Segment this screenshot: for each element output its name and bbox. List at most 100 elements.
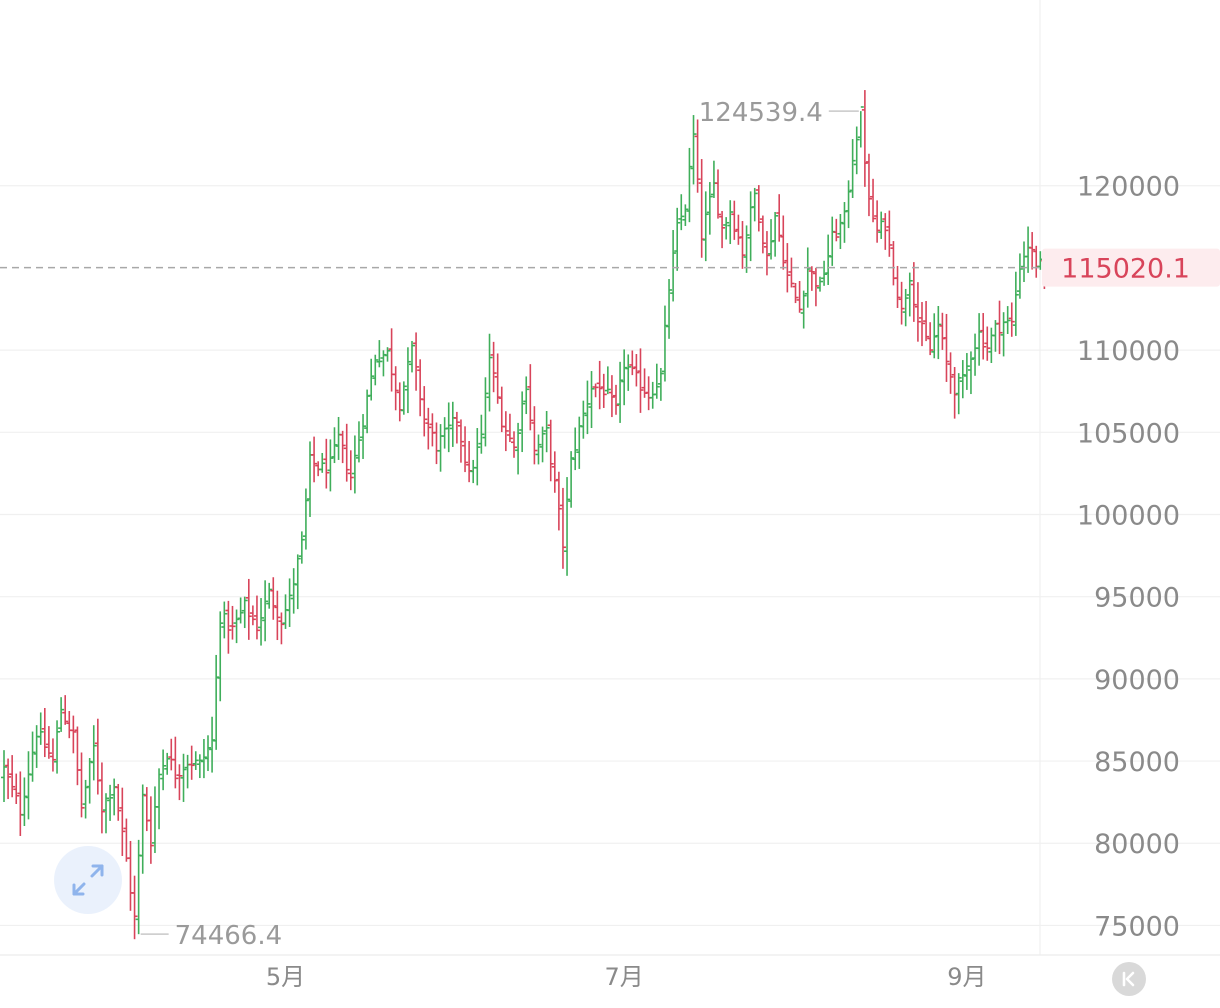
ohlc-bar xyxy=(923,301,930,342)
ohlc-bar xyxy=(311,436,318,483)
ohlc-bar xyxy=(519,391,526,453)
ohlc-bar xyxy=(694,119,701,193)
ohlc-bar xyxy=(98,762,105,834)
ohlc-bar xyxy=(613,384,619,415)
ohlc-bar xyxy=(719,211,726,249)
ohlc-bar xyxy=(1021,241,1027,283)
ohlc-bar xyxy=(368,358,375,401)
ohlc-bar xyxy=(54,720,61,774)
ohlc-bar xyxy=(784,243,791,293)
ohlc-bar xyxy=(413,332,420,391)
ohlc-bar xyxy=(702,191,709,262)
ohlc-bar xyxy=(747,191,754,262)
ohlc-bar xyxy=(74,726,81,786)
ohlc-bar xyxy=(274,590,281,641)
ohlc-bar xyxy=(731,200,738,240)
ohlc-bar xyxy=(992,320,999,352)
ohlc-bar xyxy=(233,609,240,644)
ohlc-bar xyxy=(433,422,440,465)
ohlc-bar xyxy=(555,471,562,531)
ohlc-bar xyxy=(196,754,203,779)
ohlc-bar xyxy=(298,531,305,564)
ohlc-bar xyxy=(511,431,517,458)
ohlc-bar xyxy=(800,290,807,329)
ohlc-bar xyxy=(164,752,171,775)
ohlc-bar xyxy=(564,477,571,576)
extreme-labels: 124539.4 74466.4 xyxy=(140,98,859,951)
ohlc-bar xyxy=(857,106,864,148)
ohlc-bar xyxy=(409,340,415,373)
ohlc-bar xyxy=(604,366,611,395)
ohlc-bar xyxy=(221,601,228,639)
ohlc-bar xyxy=(584,380,591,435)
ohlc-bar xyxy=(1004,306,1011,335)
y-tick-label: 110000 xyxy=(1077,336,1180,367)
ohlc-bar xyxy=(698,159,705,258)
ohlc-bar xyxy=(845,180,852,229)
ohlc-bar xyxy=(776,194,783,242)
ohlc-bar xyxy=(425,407,432,450)
ohlc-bar xyxy=(506,413,513,443)
ohlc-bar xyxy=(249,605,256,626)
y-tick-label: 100000 xyxy=(1077,500,1180,531)
ohlc-bar xyxy=(959,360,966,399)
ohlc-bar xyxy=(588,371,595,429)
ohlc-bar xyxy=(17,771,24,836)
ohlc-bar xyxy=(943,313,950,382)
ohlc-bar xyxy=(825,234,832,285)
ohlc-bar xyxy=(58,697,65,732)
ohlc-bar xyxy=(490,341,497,393)
ohlc-bar xyxy=(184,754,191,789)
ohlc-bar xyxy=(1029,232,1036,270)
ohlc-bar xyxy=(78,752,85,818)
y-tick-label: 90000 xyxy=(1094,665,1180,696)
current-price-layer: 115020.1 xyxy=(0,248,1220,287)
ohlc-bar xyxy=(478,414,485,454)
ohlc-bar xyxy=(633,354,640,387)
ohlc-bar xyxy=(817,276,823,292)
ohlc-bar xyxy=(245,578,252,640)
ohlc-bar xyxy=(307,441,313,517)
ohlc-bar xyxy=(861,90,868,187)
y-tick-label: 75000 xyxy=(1094,911,1180,942)
ohlc-bars xyxy=(1,90,1048,940)
ohlc-bar xyxy=(107,784,114,821)
ohlc-bar xyxy=(980,313,987,360)
ohlc-bar xyxy=(910,262,917,322)
ohlc-bar xyxy=(963,353,970,390)
ohlc-bar xyxy=(213,654,220,750)
ohlc-bar xyxy=(103,793,109,834)
ohlc-bar xyxy=(657,367,664,401)
ohlc-bar xyxy=(796,281,803,313)
ohlc-bar xyxy=(878,211,885,239)
ohlc-bar xyxy=(939,312,946,350)
ohlc-bar xyxy=(355,421,362,463)
ohlc-bar xyxy=(82,779,89,819)
expand-button[interactable] xyxy=(54,846,122,914)
ohlc-bar xyxy=(902,288,909,327)
ohlc-bar xyxy=(343,423,350,482)
ohlc-bar xyxy=(531,406,538,465)
y-tick-label: 95000 xyxy=(1094,583,1180,614)
ohlc-bar xyxy=(972,333,979,376)
ohlc-bar xyxy=(678,194,685,231)
ohlc-bar xyxy=(551,451,558,493)
ohlc-bar xyxy=(621,349,628,406)
ohlc-bar xyxy=(527,364,534,431)
ohlc-bar xyxy=(739,221,746,269)
ohlc-bar xyxy=(874,200,881,243)
ohlc-bar xyxy=(253,595,260,640)
ohlc-bar xyxy=(331,427,338,464)
ohlc-bar xyxy=(710,160,717,198)
ohlc-bar xyxy=(470,459,477,484)
ohlc-bar xyxy=(1025,226,1032,273)
ohlc-bar xyxy=(376,340,383,368)
reset-zoom-button[interactable] xyxy=(1112,962,1146,996)
x-tick-label: 5月 xyxy=(266,963,305,991)
ohlc-bar xyxy=(935,305,942,360)
ohlc-bar xyxy=(192,751,199,770)
ohlc-bar xyxy=(808,266,815,291)
x-tick-label: 9月 xyxy=(947,963,986,991)
